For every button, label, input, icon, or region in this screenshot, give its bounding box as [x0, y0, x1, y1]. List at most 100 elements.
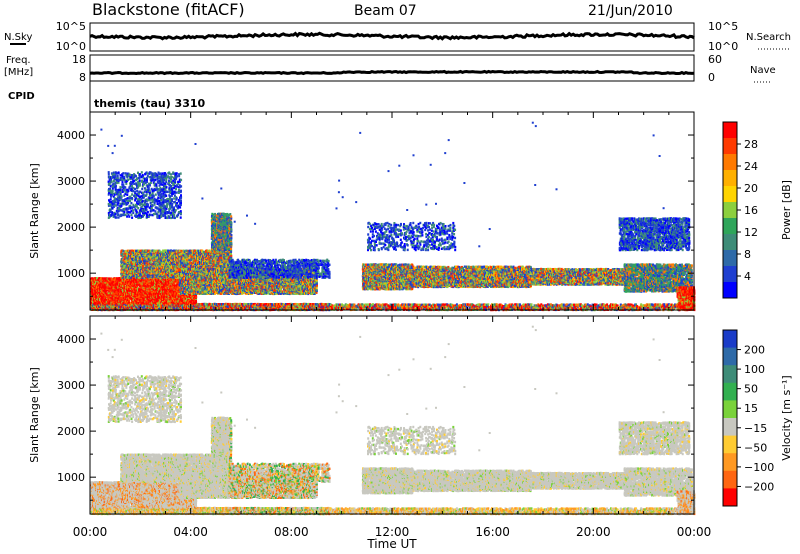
power-cell — [322, 305, 325, 308]
power-cell — [276, 302, 278, 306]
power-cell — [291, 305, 294, 309]
power-cell — [105, 286, 108, 289]
power-cell — [241, 303, 243, 306]
power-cell — [309, 303, 312, 306]
power-cell — [108, 301, 111, 304]
power-cell — [101, 277, 104, 280]
power-cell — [208, 304, 211, 307]
power-cell — [220, 306, 223, 310]
power-cell — [120, 289, 123, 292]
power-cell — [112, 282, 115, 285]
noise-left-label: N.Sky — [4, 32, 32, 43]
power-cell — [171, 306, 174, 309]
power-cell — [274, 303, 276, 306]
power-cell — [186, 306, 189, 310]
power-cell — [122, 296, 124, 299]
power-cell — [134, 306, 137, 310]
freq-trace — [89, 69, 695, 76]
power-cell — [183, 305, 185, 308]
nave-tick-bottom: 0 — [708, 71, 715, 84]
power-cell — [117, 303, 120, 306]
power-cell — [282, 303, 285, 306]
power-cell — [105, 300, 108, 303]
power-cell — [122, 286, 125, 289]
station-title: Blackstone (fitACF) — [92, 0, 245, 19]
cpid-row: CPID themis (tau) 3310 — [8, 81, 206, 112]
power-cell — [327, 302, 330, 306]
power-cell — [95, 277, 98, 280]
power-cell — [128, 283, 131, 286]
power-cell — [114, 277, 117, 280]
power-cell — [224, 307, 227, 311]
power-cell — [94, 283, 97, 286]
noise-right-label: N.Search — [746, 32, 791, 43]
power-cell — [112, 286, 115, 290]
power-cell — [102, 280, 105, 283]
power-cell — [225, 303, 228, 306]
power-cell — [312, 306, 315, 309]
power-cell — [128, 299, 131, 302]
power-cell — [111, 302, 114, 305]
power-cell — [92, 294, 95, 297]
power-cell — [118, 279, 121, 282]
power-cell — [105, 289, 108, 292]
power-cell — [125, 289, 127, 292]
power-cell — [280, 302, 283, 306]
power-cell — [123, 284, 126, 288]
power-cell — [301, 303, 304, 306]
power-cell — [124, 305, 127, 308]
power-cell — [94, 281, 97, 284]
power-cell — [99, 294, 102, 298]
power-cell — [229, 307, 232, 311]
power-cell — [112, 306, 115, 309]
power-scatter — [90, 121, 696, 312]
power-cell — [141, 257, 144, 261]
power-cell — [109, 306, 112, 309]
cpid-label: CPID — [8, 91, 35, 102]
power-cell — [254, 303, 257, 307]
power-cell — [113, 299, 116, 302]
power-cell — [103, 286, 106, 289]
freq-panel: Freq. [MHz] 18 8 60 0 Nave — [4, 53, 776, 84]
power-cell — [261, 307, 264, 311]
power-cell — [229, 303, 232, 306]
power-cell — [320, 307, 323, 310]
power-cell — [171, 305, 174, 308]
power-cell — [108, 287, 111, 290]
noise-trace — [89, 31, 695, 41]
power-cell — [108, 277, 111, 280]
power-cell — [183, 304, 186, 307]
freq-tick-top: 18 — [72, 53, 86, 66]
power-cell — [127, 281, 130, 284]
noise-left-tick-top: 10^5 — [56, 20, 86, 33]
power-cell — [94, 277, 96, 280]
power-cell — [117, 290, 120, 293]
power-cell — [97, 304, 100, 307]
noise-right-tick-bottom: 10^0 — [708, 40, 738, 53]
power-cell — [142, 304, 145, 307]
power-cell — [214, 304, 216, 307]
power-cell — [289, 304, 292, 307]
power-cell — [296, 303, 299, 306]
freq-label-line1: Freq. — [6, 55, 31, 66]
power-cell — [126, 294, 129, 298]
power-cell — [149, 249, 152, 253]
power-cell — [117, 277, 120, 280]
power-cell — [227, 305, 230, 308]
power-cell — [132, 304, 135, 308]
power-cell — [252, 303, 255, 306]
power-cell — [250, 302, 253, 306]
power-cell — [258, 303, 261, 306]
power-cell — [313, 305, 316, 308]
power-cell — [124, 296, 126, 300]
power-cell — [103, 296, 106, 299]
power-cell — [113, 288, 116, 291]
power-cell — [304, 304, 306, 308]
power-cell — [116, 282, 119, 286]
power-cell — [127, 285, 129, 288]
power-cell — [227, 303, 230, 306]
power-cell — [127, 283, 130, 287]
power-cell — [225, 304, 228, 308]
power-cell — [90, 305, 93, 308]
